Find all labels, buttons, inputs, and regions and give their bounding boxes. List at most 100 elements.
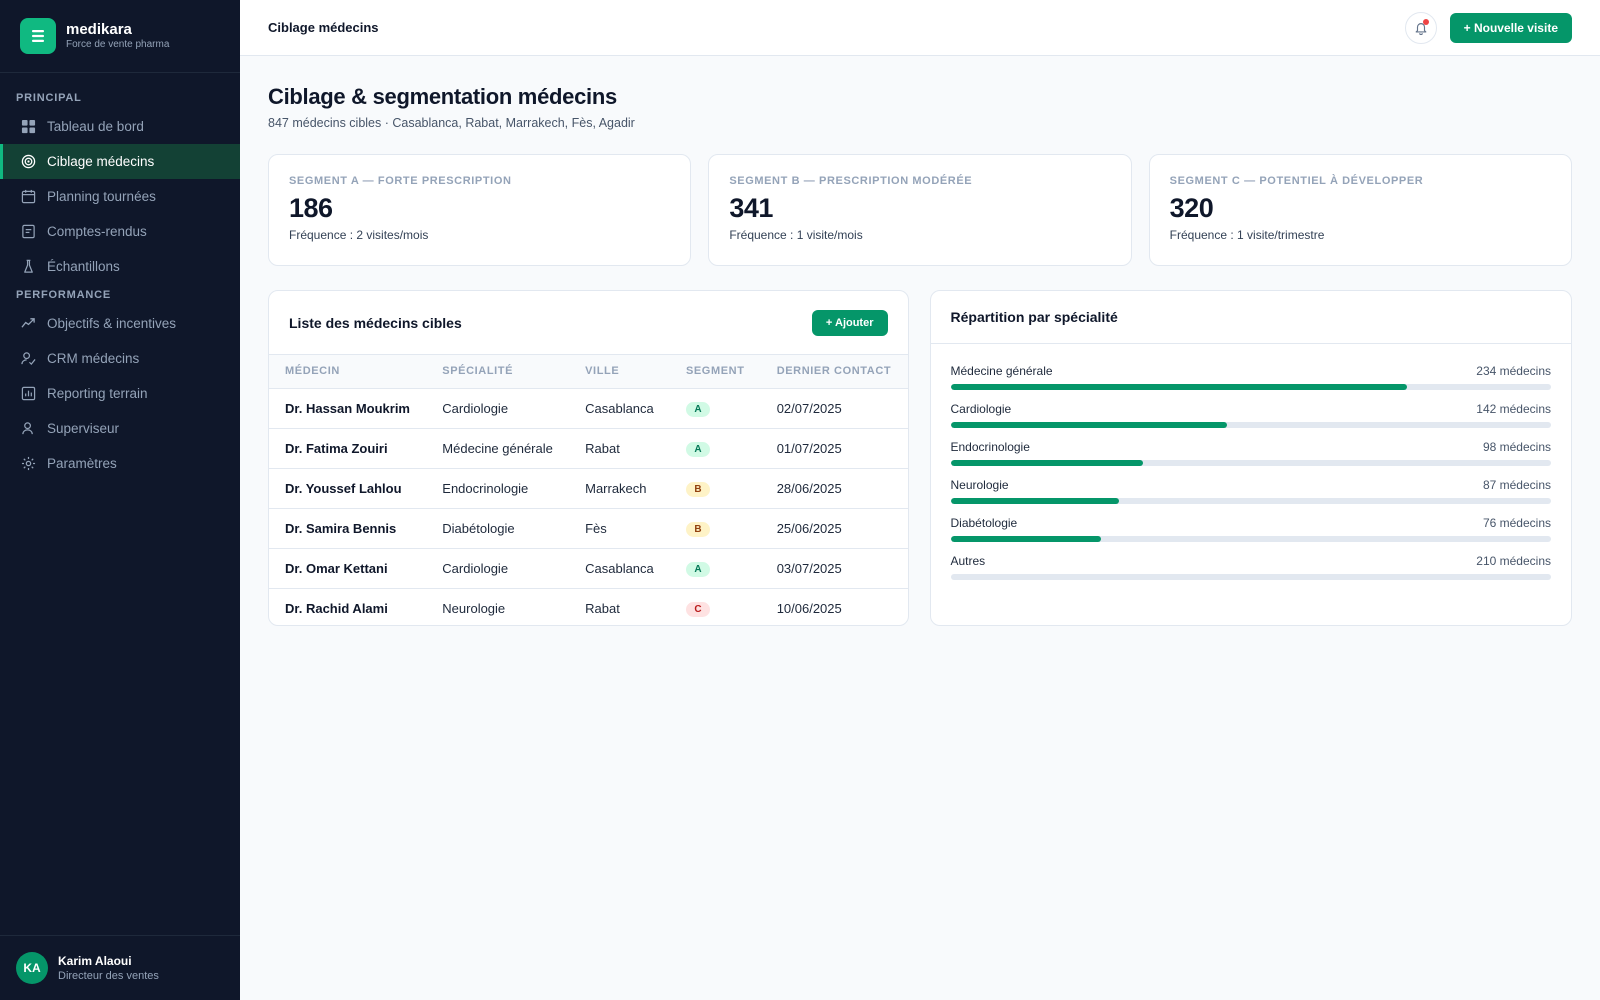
specialty-panel-title: Répartition par spécialité [950, 309, 1118, 325]
column-header-medecin[interactable]: Médecin [269, 355, 427, 389]
segment-badge: B [685, 521, 710, 537]
notifications-button[interactable] [1404, 11, 1437, 44]
page-subtitle: 847 médecins cibles · Casablanca, Rabat,… [268, 116, 635, 130]
nav-item-objectifs[interactable]: Objectifs & incentives [0, 306, 240, 341]
specialty-name: Endocrinologie [950, 440, 1030, 454]
doctor-city: Casablanca [569, 548, 670, 589]
doctor-name: Dr. Hassan Moukrim [269, 388, 427, 429]
table-row[interactable]: Dr. Samira Bennis Diabétologie Fès B 25/… [269, 508, 908, 549]
grid-icon [20, 119, 36, 135]
doctor-specialty: Neurologie [442, 600, 506, 616]
specialty-bars: Médecine générale 234 médecins Cardiologi… [931, 344, 1572, 580]
document-icon [20, 224, 36, 240]
nav-item-planning-tournees[interactable]: Planning tournées [0, 179, 240, 214]
progress-track [950, 422, 1551, 428]
doctor-city: Fès [569, 508, 670, 549]
doctor-last-contact: 25/06/2025 [760, 508, 908, 549]
specialty-name: Neurologie [950, 478, 1009, 492]
progress-track [950, 536, 1551, 542]
doctor-specialty: Endocrinologie [426, 468, 570, 509]
table-row[interactable]: Dr. Hassan Moukrim Cardiologie Casablanc… [269, 388, 908, 429]
specialty-count: 76 médecins [1482, 516, 1551, 530]
specialty-bar-item: Diabétologie 76 médecins [950, 516, 1551, 542]
nav-item-label: Objectifs & incentives [47, 316, 177, 331]
column-header-ville[interactable]: Ville [569, 355, 670, 389]
segment-value: 320 [1169, 193, 1214, 223]
segment-frequency: Fréquence : 1 visite/trimestre [1169, 228, 1325, 242]
main-content: Ciblage & segmentation médecins 847 méde… [240, 56, 1600, 626]
specialty-name: Cardiologie [950, 402, 1012, 416]
progress-fill [950, 498, 1119, 504]
doctor-specialty: Médecine générale [426, 428, 570, 469]
nav-item-label: Planning tournées [47, 189, 156, 204]
doctors-panel: Liste des médecins cibles + Ajouter Méde… [268, 290, 909, 626]
segment-value: 341 [729, 193, 773, 223]
segment-badge: B [685, 481, 710, 497]
table-row[interactable]: Dr. Fatima Zouiri Médecine générale Raba… [269, 428, 908, 469]
add-doctor-button[interactable]: + Ajouter [811, 309, 888, 336]
target-icon [20, 154, 36, 170]
segment-frequency: Fréquence : 2 visites/mois [289, 228, 429, 242]
segment-label: Segment A — Forte prescription [289, 175, 512, 187]
progress-track [950, 384, 1551, 390]
brand-logo-icon [20, 18, 56, 54]
segment-label: Segment C — Potentiel à développer [1169, 175, 1424, 187]
specialty-name: Autres [950, 554, 986, 568]
doctor-name: Dr. Rachid Alami [285, 600, 388, 616]
column-header-dernier-contact[interactable]: Dernier contact [760, 355, 908, 389]
nav-item-tableau-de-bord[interactable]: Tableau de bord [0, 109, 240, 144]
calendar-icon [20, 189, 36, 205]
segment-frequency: Fréquence : 1 visite/mois [729, 228, 863, 242]
segment-badge: C [685, 601, 710, 617]
progress-fill [950, 460, 1143, 466]
bell-icon [1415, 22, 1426, 35]
doctor-last-contact: 03/07/2025 [760, 548, 908, 589]
doctor-specialty: Cardiologie [426, 548, 570, 589]
user-profile[interactable]: KA Karim Alaoui Directeur des ventes [0, 935, 240, 1000]
segment-badge: A [685, 441, 710, 457]
nav-item-echantillons[interactable]: Échantillons [0, 249, 240, 284]
doctor-name: Dr. Omar Kettani [269, 548, 427, 589]
nav-item-parametres[interactable]: Paramètres [0, 446, 240, 481]
column-header-segment[interactable]: Segment [669, 355, 761, 389]
nav-item-label: Superviseur [47, 421, 120, 436]
doctor-name: Dr. Samira Bennis [269, 508, 427, 549]
topbar-title: Ciblage médecins [268, 20, 379, 35]
nav-item-label: Ciblage médecins [47, 154, 155, 169]
segment-card-a: Segment A — Forte prescription 186 Fréqu… [268, 154, 692, 266]
nav-item-ciblage-medecins[interactable]: Ciblage médecins [0, 144, 240, 179]
doctors-panel-title: Liste des médecins cibles [289, 314, 462, 331]
nav-item-superviseur[interactable]: Superviseur [0, 411, 240, 446]
brand[interactable]: medikara Force de vente pharma [0, 0, 240, 73]
new-visit-button[interactable]: + Nouvelle visite [1449, 12, 1572, 43]
table-row[interactable]: Dr. Rachid Alami Neurologie Rabat C 10/0… [269, 588, 908, 625]
doctor-city: Rabat [569, 428, 670, 469]
gear-icon [20, 456, 36, 472]
nav-item-label: Comptes-rendus [47, 224, 147, 239]
chart-icon [20, 386, 36, 402]
nav-item-label: Échantillons [47, 259, 120, 274]
nav-item-label: Paramètres [47, 456, 117, 471]
nav-section-performance: PERFORMANCE [16, 289, 111, 301]
progress-track [950, 498, 1551, 504]
specialty-count: 142 médecins [1476, 402, 1551, 416]
nav-item-label: Tableau de bord [47, 119, 144, 134]
user-role: Directeur des ventes [58, 970, 159, 982]
specialty-count: 234 médecins [1476, 364, 1551, 378]
sidebar: medikara Force de vente pharma PRINCIPAL… [0, 0, 240, 1000]
user-name: Karim Alaoui [58, 954, 132, 968]
table-row[interactable]: Dr. Youssef Lahlou Endocrinologie Marrak… [269, 468, 908, 509]
doctor-name: Dr. Fatima Zouiri [269, 428, 427, 469]
brand-subtitle: Force de vente pharma [66, 39, 170, 50]
table-row[interactable]: Dr. Omar Kettani Cardiologie Casablanca … [269, 548, 908, 589]
specialty-panel: Répartition par spécialité Médecine géné… [929, 290, 1572, 626]
column-header-specialite[interactable]: Spécialité [426, 355, 570, 389]
doctor-city: Marrakech [569, 468, 670, 509]
progress-fill [950, 384, 1407, 390]
nav-item-crm-medecins[interactable]: CRM médecins [0, 341, 240, 376]
nav-item-comptes-rendus[interactable]: Comptes-rendus [0, 214, 240, 249]
nav-item-reporting-terrain[interactable]: Reporting terrain [0, 376, 240, 411]
specialty-bar-item: Autres 210 médecins [950, 554, 1551, 580]
doctor-last-contact: 01/07/2025 [760, 428, 908, 469]
specialty-count: 210 médecins [1476, 554, 1551, 568]
